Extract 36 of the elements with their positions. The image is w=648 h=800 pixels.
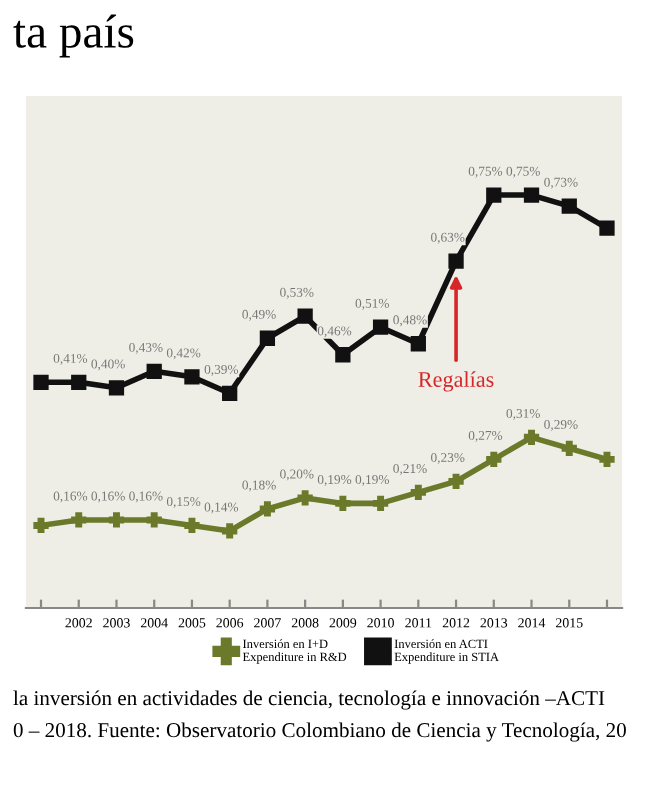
point: [486, 451, 502, 467]
point: [222, 523, 238, 539]
point: [599, 451, 615, 467]
point: [599, 220, 615, 236]
text: la inversión en actividades de ciencia, tecnología e innovación –ACTI: [13, 690, 605, 710]
point: [33, 374, 49, 390]
annotation: Regalías: [418, 371, 494, 392]
point: [523, 429, 540, 445]
point: [184, 369, 200, 385]
point: [523, 187, 540, 203]
point: [448, 253, 464, 269]
point: [486, 187, 502, 203]
point: [297, 308, 313, 324]
point: [372, 495, 389, 512]
point: [410, 336, 426, 352]
point: [71, 374, 87, 390]
text: 0 – 2018. Fuente: Observatorio Colombiano de Ciencia y Tecnología, 20: [13, 722, 626, 742]
point: [184, 517, 200, 534]
point: [146, 512, 162, 528]
point: [146, 363, 162, 379]
point: [108, 380, 125, 396]
point: [335, 495, 351, 512]
point: [222, 385, 238, 401]
point: [297, 490, 313, 506]
point: [33, 517, 49, 534]
point: [335, 347, 351, 363]
point: [372, 319, 389, 335]
point: [448, 473, 464, 490]
point: [71, 512, 87, 528]
point: [259, 330, 276, 346]
point: [561, 198, 577, 214]
point: [561, 440, 577, 456]
point: [108, 512, 125, 528]
chart-title: ta país: [13, 14, 134, 58]
point: [410, 484, 426, 501]
point: [259, 501, 276, 517]
